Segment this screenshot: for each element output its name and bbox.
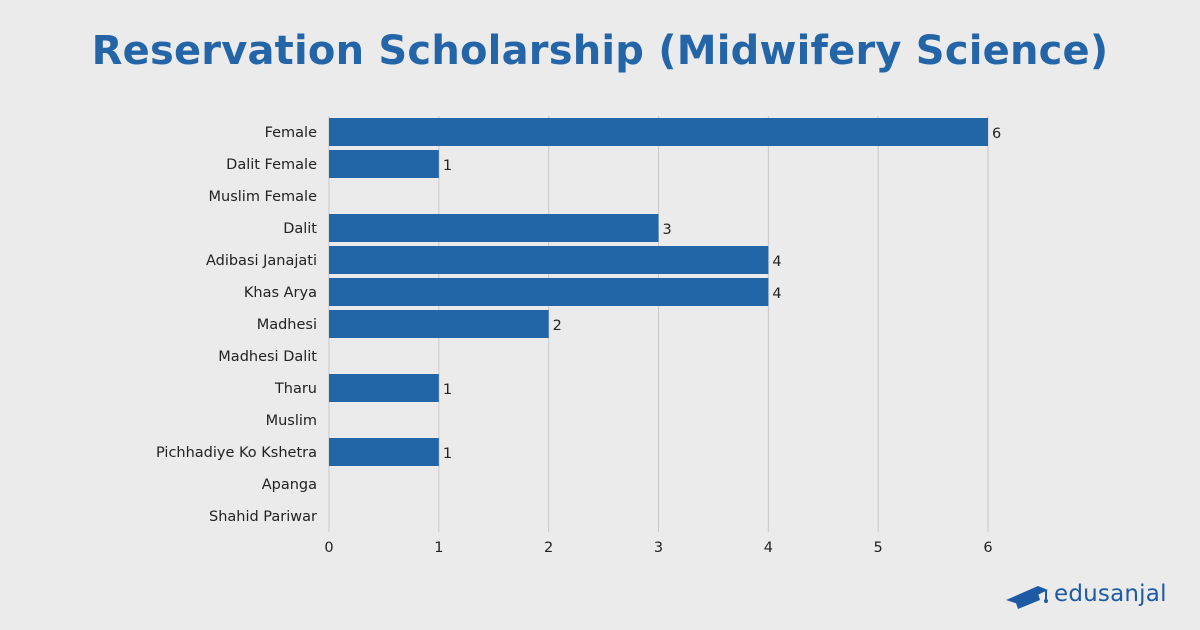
labels: 0 1 2 3 4 5 6 Female 6 Dalit Female 1 Muslim Female… <box>156 125 1001 556</box>
graduation-cap-icon <box>1006 586 1048 609</box>
category-label: Pichhadiye Ko Kshetra <box>156 445 317 461</box>
x-tick-label: 0 <box>324 540 333 556</box>
brand-logo: edusanjal <box>1004 578 1167 610</box>
data-label: 1 <box>443 382 452 398</box>
category-label: Apanga <box>262 477 317 493</box>
data-label: 2 <box>553 318 562 334</box>
bar <box>329 310 549 338</box>
bar <box>329 214 659 242</box>
x-tick-label: 6 <box>983 540 992 556</box>
category-label: Dalit <box>283 221 317 237</box>
bar <box>329 438 439 466</box>
category-label: Female <box>265 125 318 141</box>
category-label: Muslim <box>266 413 317 429</box>
bar <box>329 278 769 306</box>
bar <box>329 118 988 146</box>
x-tick-label: 1 <box>434 540 443 556</box>
x-tick-label: 4 <box>764 540 773 556</box>
bar <box>329 374 439 402</box>
data-label: 6 <box>992 126 1001 142</box>
category-label: Madhesi <box>257 317 317 333</box>
x-tick-label: 5 <box>874 540 883 556</box>
brand-name: edusanjal <box>1054 581 1167 607</box>
category-label: Shahid Pariwar <box>209 509 317 525</box>
category-label: Adibasi Janajati <box>206 253 317 269</box>
category-label: Muslim Female <box>209 189 318 205</box>
data-label: 1 <box>443 158 452 174</box>
data-label: 1 <box>443 446 452 462</box>
category-label: Khas Arya <box>244 285 317 301</box>
bar <box>329 246 769 274</box>
data-label: 3 <box>663 222 672 238</box>
bar <box>329 150 439 178</box>
data-label: 4 <box>772 286 781 302</box>
data-label: 4 <box>772 254 781 270</box>
category-label: Dalit Female <box>226 157 317 173</box>
x-tick-label: 3 <box>654 540 663 556</box>
chart-title: Reservation Scholarship (Midwifery Scien… <box>91 28 1109 74</box>
bars <box>329 118 988 466</box>
category-label: Madhesi Dalit <box>218 349 317 365</box>
x-tick-label: 2 <box>544 540 553 556</box>
category-label: Tharu <box>274 381 317 397</box>
